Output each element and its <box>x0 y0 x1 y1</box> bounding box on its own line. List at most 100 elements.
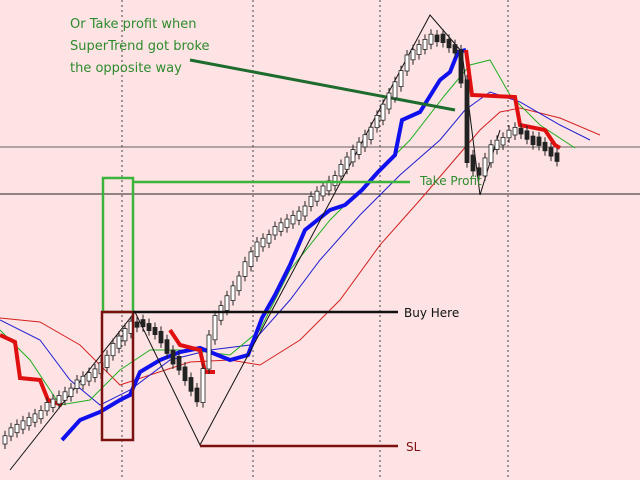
supertrend-down <box>0 333 63 407</box>
sl-label: SL <box>406 440 421 454</box>
candle-body <box>242 261 248 277</box>
mid-ma <box>0 91 591 406</box>
candle-body <box>314 190 320 202</box>
candle-body <box>536 136 542 146</box>
candle-body <box>8 427 14 437</box>
candle-body <box>356 141 362 155</box>
candle-body <box>440 33 446 43</box>
candle-body <box>398 70 404 87</box>
candle-body <box>368 126 374 140</box>
buy-label: Buy Here <box>404 306 459 320</box>
candle-body <box>236 275 242 292</box>
candle-body <box>26 416 32 427</box>
supertrend-down <box>168 328 215 374</box>
candle-body <box>104 354 110 368</box>
candle-body <box>542 141 548 152</box>
candle-body <box>116 335 122 349</box>
candle-body <box>224 295 230 311</box>
candle-body <box>338 164 344 177</box>
fast-ma <box>0 59 576 406</box>
candle-body <box>464 79 470 163</box>
candle-body <box>416 44 422 55</box>
candle-body <box>266 234 272 244</box>
candle-body <box>332 175 338 187</box>
candle-body <box>434 34 440 43</box>
candle-body <box>386 92 392 110</box>
candle-body <box>458 49 464 84</box>
candle-body <box>176 355 182 371</box>
risk-box <box>100 310 135 442</box>
candle-body <box>302 205 308 217</box>
candle-body <box>470 154 476 172</box>
candle-body <box>512 127 518 136</box>
candle-body <box>194 387 200 403</box>
candle-body <box>344 156 350 170</box>
candle-body <box>320 185 326 197</box>
candle-body <box>44 402 50 412</box>
candle-body <box>2 435 8 445</box>
supertrend-up <box>60 48 467 442</box>
candle-body <box>74 379 80 389</box>
candle-body <box>206 334 212 370</box>
candle-body <box>350 149 356 163</box>
candle-body <box>530 135 536 146</box>
candle-body <box>68 387 74 398</box>
slow-ma <box>0 107 601 386</box>
candle-body <box>506 129 512 139</box>
candle-body <box>182 366 188 382</box>
candle-body <box>140 319 146 328</box>
candle-body <box>362 134 368 148</box>
candle-body <box>548 147 554 157</box>
candle-body <box>254 241 260 258</box>
candle-body <box>380 103 386 121</box>
candle-body <box>248 251 254 267</box>
candle-body <box>392 81 398 99</box>
candle-body <box>32 413 38 423</box>
candle-body <box>164 339 170 354</box>
note-line: Or Take profit when <box>70 17 196 32</box>
candle-body <box>374 115 380 129</box>
candle-body <box>212 315 218 341</box>
candle-body <box>230 285 236 301</box>
candle-body <box>260 237 266 248</box>
candle-body <box>50 398 56 408</box>
candle-body <box>110 343 116 357</box>
candles <box>2 29 560 450</box>
candle-body <box>20 420 26 430</box>
candle-body <box>554 152 560 162</box>
candle-body <box>92 368 98 378</box>
candle-body <box>278 222 284 232</box>
candle-body <box>482 157 488 177</box>
note-line: SuperTrend got broke <box>70 39 210 54</box>
candle-body <box>428 33 434 45</box>
candle-body <box>290 214 296 225</box>
candle-body <box>518 127 524 135</box>
candle-body <box>422 39 428 50</box>
candle-body <box>158 330 164 344</box>
candle-body <box>200 368 206 404</box>
candle-body <box>308 195 314 207</box>
candle-body <box>38 410 44 420</box>
candle-body <box>476 167 482 176</box>
candle-body <box>524 130 530 140</box>
candle-body <box>62 391 68 401</box>
candle-body <box>404 54 410 72</box>
candle-body <box>14 423 20 434</box>
candle-body <box>122 328 128 342</box>
candle-body <box>152 327 158 335</box>
candle-body <box>410 49 416 61</box>
candle-body <box>452 44 458 54</box>
candle-body <box>272 226 278 236</box>
candle-body <box>146 323 152 332</box>
candle-body <box>284 218 290 229</box>
candle-body <box>80 375 86 386</box>
arrow-line <box>189 58 456 112</box>
candle-body <box>134 321 140 328</box>
candle-body <box>500 136 506 146</box>
note-line: the opposite way <box>70 61 182 76</box>
candle-body <box>56 395 62 405</box>
